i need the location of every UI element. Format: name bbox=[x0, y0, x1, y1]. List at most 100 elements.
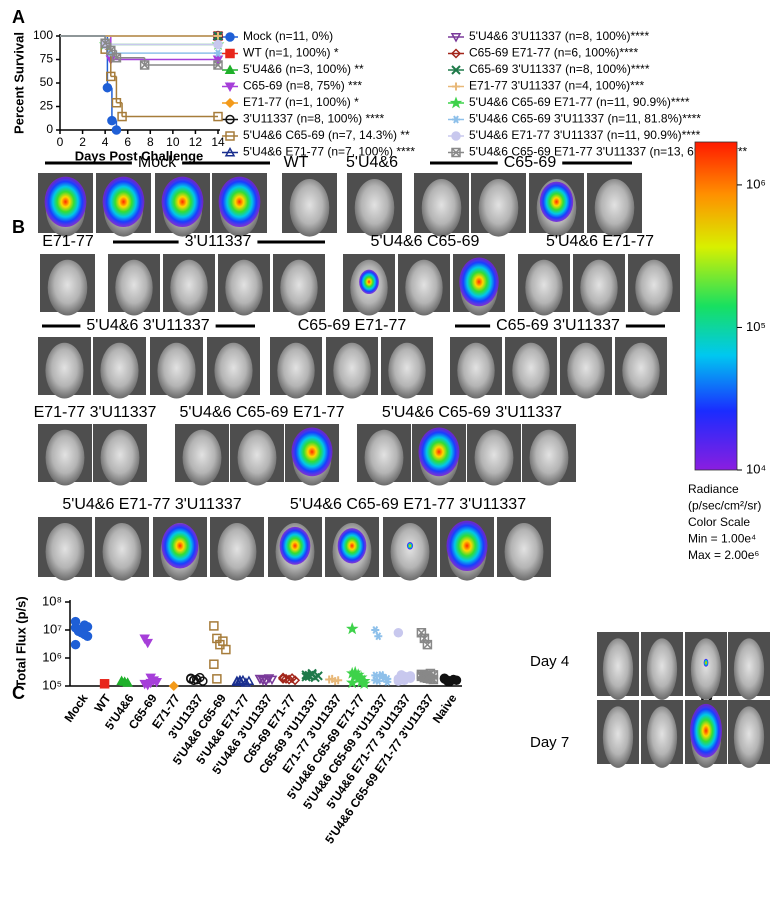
survival-marker bbox=[111, 97, 122, 108]
data-point bbox=[422, 672, 433, 682]
survival-marker bbox=[214, 49, 222, 58]
x-tick-label: 14 bbox=[211, 135, 225, 149]
mouse-head bbox=[364, 429, 404, 486]
colorbar-tick-label: 10⁶ bbox=[746, 176, 766, 191]
mouse-head bbox=[390, 523, 430, 581]
signal-overlay bbox=[161, 523, 199, 569]
mouse-head bbox=[388, 342, 426, 399]
group-label: 5'U4&6 E71-77 bbox=[546, 233, 654, 250]
x-tick-label: 2 bbox=[79, 135, 86, 149]
y-tick-label: 25 bbox=[40, 99, 54, 113]
legend-label: E71-77 (n=1, 100%) * bbox=[243, 95, 359, 109]
group-label: 5'U4&6 E71-77 3'U11337 bbox=[62, 496, 241, 513]
y-tick-label: 50 bbox=[40, 75, 54, 89]
data-point bbox=[334, 676, 343, 685]
y-axis-title: Total Flux (p/s) bbox=[13, 596, 28, 687]
signal-overlay bbox=[418, 427, 460, 477]
data-point bbox=[212, 674, 222, 684]
x-axis-title: Days Post Challenge bbox=[75, 148, 204, 163]
mouse-head bbox=[237, 429, 277, 486]
mouse-head bbox=[102, 523, 142, 581]
signal-overlay bbox=[446, 520, 488, 571]
survival-marker bbox=[213, 111, 223, 122]
data-point bbox=[82, 622, 93, 632]
survival-marker bbox=[139, 60, 150, 70]
legend-marker bbox=[451, 131, 461, 141]
data-point bbox=[231, 676, 243, 686]
signal-overlay bbox=[703, 658, 709, 667]
x-tick-label: 4 bbox=[102, 135, 109, 149]
survival-marker bbox=[213, 60, 223, 70]
mouse-head bbox=[646, 706, 678, 768]
legend-marker bbox=[452, 115, 460, 124]
legend-marker bbox=[225, 114, 235, 125]
legend-label: 5'U4&6 (n=3, 100%) ** bbox=[243, 62, 364, 76]
legend-marker bbox=[225, 131, 235, 141]
mouse-head bbox=[277, 342, 315, 399]
y-axis-title: Percent Survival bbox=[11, 32, 26, 134]
signal-overlay bbox=[359, 269, 379, 295]
data-point bbox=[99, 679, 110, 689]
mouse-head bbox=[635, 259, 673, 316]
data-point bbox=[260, 677, 272, 687]
group-label: C65-69 E71-77 bbox=[298, 317, 407, 334]
mouse-head bbox=[594, 179, 635, 237]
data-point bbox=[277, 673, 289, 684]
group-label: E71-77 3'U11337 bbox=[34, 404, 157, 421]
mouse-head bbox=[405, 259, 443, 316]
mouse-head bbox=[478, 179, 519, 237]
survival-marker bbox=[111, 52, 122, 63]
y-tick-label: 0 bbox=[46, 122, 53, 136]
x-tick-label: 0 bbox=[57, 135, 64, 149]
group-label: 3'U11337 bbox=[185, 233, 252, 250]
colorbar-legend: Color Scale bbox=[688, 515, 750, 529]
mouse-head bbox=[280, 259, 318, 316]
data-point bbox=[358, 677, 371, 690]
legend-label: 5'U4&6 E71-77 (n=7, 100%) **** bbox=[243, 145, 415, 159]
legend-marker bbox=[224, 146, 236, 157]
signal-overlay bbox=[459, 257, 499, 307]
x-tick-label: Naive bbox=[430, 691, 460, 726]
mouse-head bbox=[217, 523, 257, 581]
legend-marker bbox=[225, 32, 235, 42]
data-point bbox=[346, 622, 359, 635]
mouse-head bbox=[170, 259, 208, 316]
day-label: Day 4 bbox=[530, 653, 569, 670]
mouse-head bbox=[474, 429, 514, 486]
colorbar-legend: Min = 1.00e⁴ bbox=[688, 532, 756, 546]
mouse-head bbox=[214, 342, 253, 399]
data-point bbox=[142, 638, 153, 649]
panel-label: B bbox=[12, 217, 25, 237]
group-label: C65-69 3'U11337 bbox=[496, 317, 620, 334]
signal-overlay bbox=[279, 526, 311, 565]
mouse-head bbox=[602, 706, 634, 768]
group-label: 5'U4&6 C65-69 E71-77 3'U11337 bbox=[290, 496, 526, 513]
legend-label: C65-69 3'U11337 (n=8, 100%)**** bbox=[469, 62, 650, 76]
mouse-head bbox=[690, 638, 722, 700]
legend-marker bbox=[450, 33, 462, 43]
legend-marker bbox=[451, 65, 461, 75]
mouse-head bbox=[457, 342, 495, 399]
mouse-head bbox=[529, 429, 569, 486]
mouse-head bbox=[45, 429, 85, 486]
legend-marker bbox=[224, 64, 236, 74]
mouse-head bbox=[333, 342, 371, 399]
signal-overlay bbox=[102, 176, 145, 227]
colorbar-tick-label: 10⁵ bbox=[746, 319, 766, 334]
data-point bbox=[383, 677, 392, 686]
mouse-head bbox=[733, 638, 765, 700]
data-point bbox=[374, 632, 383, 641]
data-point bbox=[212, 633, 222, 644]
data-point bbox=[405, 671, 416, 681]
mouse-head bbox=[421, 179, 462, 237]
day-label: Day 7 bbox=[530, 734, 569, 751]
data-point bbox=[442, 676, 453, 686]
group-label: 5'U4&6 C65-69 3'U11337 bbox=[382, 404, 562, 421]
signal-overlay bbox=[406, 542, 414, 550]
data-point bbox=[393, 676, 404, 686]
mouse-head bbox=[45, 523, 85, 581]
group-label: C65-69 bbox=[504, 154, 557, 171]
data-point bbox=[198, 676, 208, 686]
group-label: 5'U4&6 C65-69 bbox=[371, 233, 480, 250]
